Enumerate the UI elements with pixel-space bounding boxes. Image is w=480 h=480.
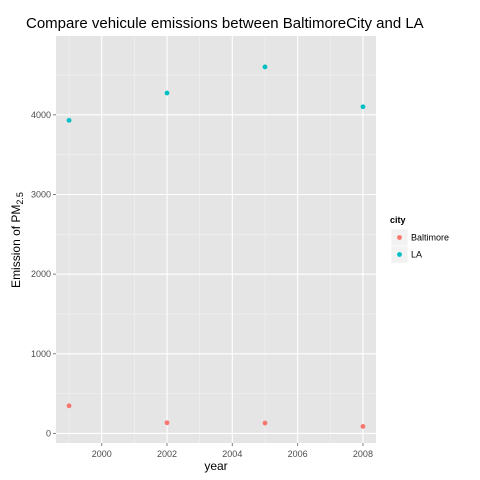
y-tick-label: 0 <box>46 428 51 438</box>
point-la <box>66 117 72 123</box>
legend: city Baltimore LA <box>390 215 449 264</box>
point-la <box>360 104 366 110</box>
y-tick-label: 1000 <box>31 349 51 359</box>
x-axis-label: year <box>204 459 227 473</box>
x-tick-label: 2002 <box>157 449 177 459</box>
point-la <box>262 64 268 70</box>
x-tick-label: 2000 <box>92 449 112 459</box>
data-points <box>66 64 366 429</box>
legend-label-baltimore: Baltimore <box>411 233 449 243</box>
point-baltimore <box>360 424 366 429</box>
y-axis-ticks: 0 1000 2000 3000 4000 <box>31 110 56 438</box>
y-axis-label: Emission of PM2.5 <box>9 192 25 288</box>
x-tick-label: 2004 <box>222 449 242 459</box>
legend-title: city <box>390 215 406 225</box>
grid-major <box>56 36 376 443</box>
y-axis-label-main: Emission of PM <box>9 205 23 288</box>
legend-marker-baltimore <box>397 235 402 240</box>
point-baltimore <box>164 420 170 426</box>
y-tick-label: 3000 <box>31 189 51 199</box>
x-tick-label: 2008 <box>353 449 373 459</box>
y-tick-label: 4000 <box>31 110 51 120</box>
y-tick-label: 2000 <box>31 269 51 279</box>
chart-title: Compare vehicule emissions between Balti… <box>26 15 424 32</box>
x-tick-label: 2006 <box>288 449 308 459</box>
grid-minor <box>56 36 376 443</box>
legend-label-la: LA <box>411 250 422 260</box>
y-axis-label-subscript: 2.5 <box>15 192 25 205</box>
legend-marker-la <box>397 252 402 257</box>
x-axis-ticks: 2000 2002 2004 2006 2008 <box>92 443 373 459</box>
plot-panel <box>56 36 376 443</box>
point-baltimore <box>262 420 268 426</box>
point-baltimore <box>66 403 72 409</box>
point-la <box>164 90 170 96</box>
